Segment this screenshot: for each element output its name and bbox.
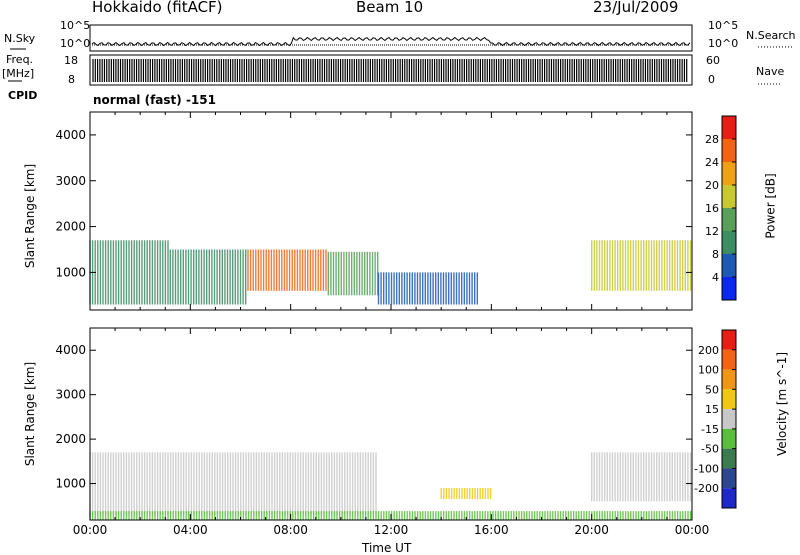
time-xtick-label: 00:00 [675, 523, 710, 537]
power-colorbar-segment [722, 254, 736, 277]
power-colorbar-segment [722, 162, 736, 185]
date-label: 23/Jul/2009 [593, 0, 679, 16]
nsearch-tick-bottom: 10^0 [708, 37, 739, 50]
nsky-panel-frame [89, 24, 693, 52]
velocity-colorbar-segment [722, 330, 736, 350]
freq-tick-top: 18 [64, 54, 78, 67]
time-xtick-label: 04:00 [173, 523, 208, 537]
time-xtick-label: 20:00 [574, 523, 609, 537]
velocity-colorbar-tick-label: 200 [698, 344, 719, 357]
velocity-colorbar-segment [722, 369, 736, 390]
nsky-tick-bottom: 10^0 [60, 37, 91, 50]
time-xtick-label: 16:00 [474, 523, 509, 537]
velocity-ytick-label: 2000 [55, 432, 86, 446]
velocity-colorbar-tick-label: 15 [705, 403, 719, 416]
power-colorbar-segment [722, 116, 736, 139]
nave-tick-top: 60 [706, 54, 720, 67]
power-colorbar-tick-label: 4 [712, 271, 719, 284]
velocity-colorbar-tick-label: 100 [698, 364, 719, 377]
time-xtick-label: 00:00 [73, 523, 108, 537]
velocity-colorbar-segment [722, 389, 736, 410]
station-title: Hokkaido (fitACF) [92, 0, 223, 16]
power-colorbar-segment [722, 139, 736, 162]
power-ytick-label: 4000 [55, 128, 86, 142]
velocity-ytick-label: 1000 [55, 477, 86, 491]
nsearch-tick-top: 10^5 [708, 19, 739, 32]
cpid-label: CPID [8, 89, 38, 102]
nave-label: Nave [756, 65, 785, 78]
power-colorbar-segment [722, 208, 736, 231]
velocity-colorbar-tick-label: -200 [694, 482, 719, 495]
power-colorbar-tick-label: 24 [705, 156, 719, 169]
velocity-colorbar-segment [722, 488, 736, 508]
velocity-colorbar-tick-label: -15 [701, 423, 719, 436]
time-xtick-label: 08:00 [273, 523, 308, 537]
power-colorbar-segment [722, 277, 736, 300]
time-xtick-label: 12:00 [374, 523, 409, 537]
power-colorbar-tick-label: 16 [705, 202, 719, 215]
freq-panel-frame [89, 54, 693, 86]
velocity-colorbar-tick-label: -100 [694, 462, 719, 475]
nsky-line [91, 36, 691, 47]
velocity-colorbar-frame [721, 329, 737, 509]
nsky-label: N.Sky [4, 32, 36, 45]
velocity-colorbar-segment [722, 428, 736, 449]
freq-label: Freq. [6, 53, 34, 66]
power-ytick-label: 2000 [55, 220, 86, 234]
power-colorbar-tick-label: 20 [705, 179, 719, 192]
power-colorbar-segment [722, 185, 736, 208]
velocity-colorbar-tick-label: -50 [701, 443, 719, 456]
freq-tick-bottom: 8 [68, 73, 75, 86]
velocity-colorbar-tick-label: 50 [705, 383, 719, 396]
velocity-ytick-label: 3000 [55, 388, 86, 402]
freq-unit: [MHz] [2, 67, 35, 80]
power-ytick-label: 1000 [55, 265, 86, 279]
velocity-colorbar-segment [722, 349, 736, 370]
velocity-colorbar-segment [722, 409, 736, 429]
power-colorbar-tick-label: 28 [705, 133, 719, 146]
power-colorbar-segment [722, 231, 736, 254]
nsky-tick-top: 10^5 [60, 19, 91, 32]
power-colorbar-tick-label: 12 [705, 225, 719, 238]
time-axis-label: Time UT [362, 541, 412, 555]
power-colorbar-tick-label: 8 [712, 248, 719, 261]
beam-label: Beam 10 [356, 0, 424, 16]
power-ytick-label: 3000 [55, 174, 86, 188]
velocity-colorbar-segment [722, 448, 736, 469]
nsearch-label: N.Search [746, 29, 796, 42]
nave-tick-bottom: 0 [708, 73, 715, 86]
cpid-value: normal (fast) -151 [93, 93, 216, 107]
velocity-colorbar-segment [722, 468, 736, 489]
velocity-ytick-label: 4000 [55, 343, 86, 357]
